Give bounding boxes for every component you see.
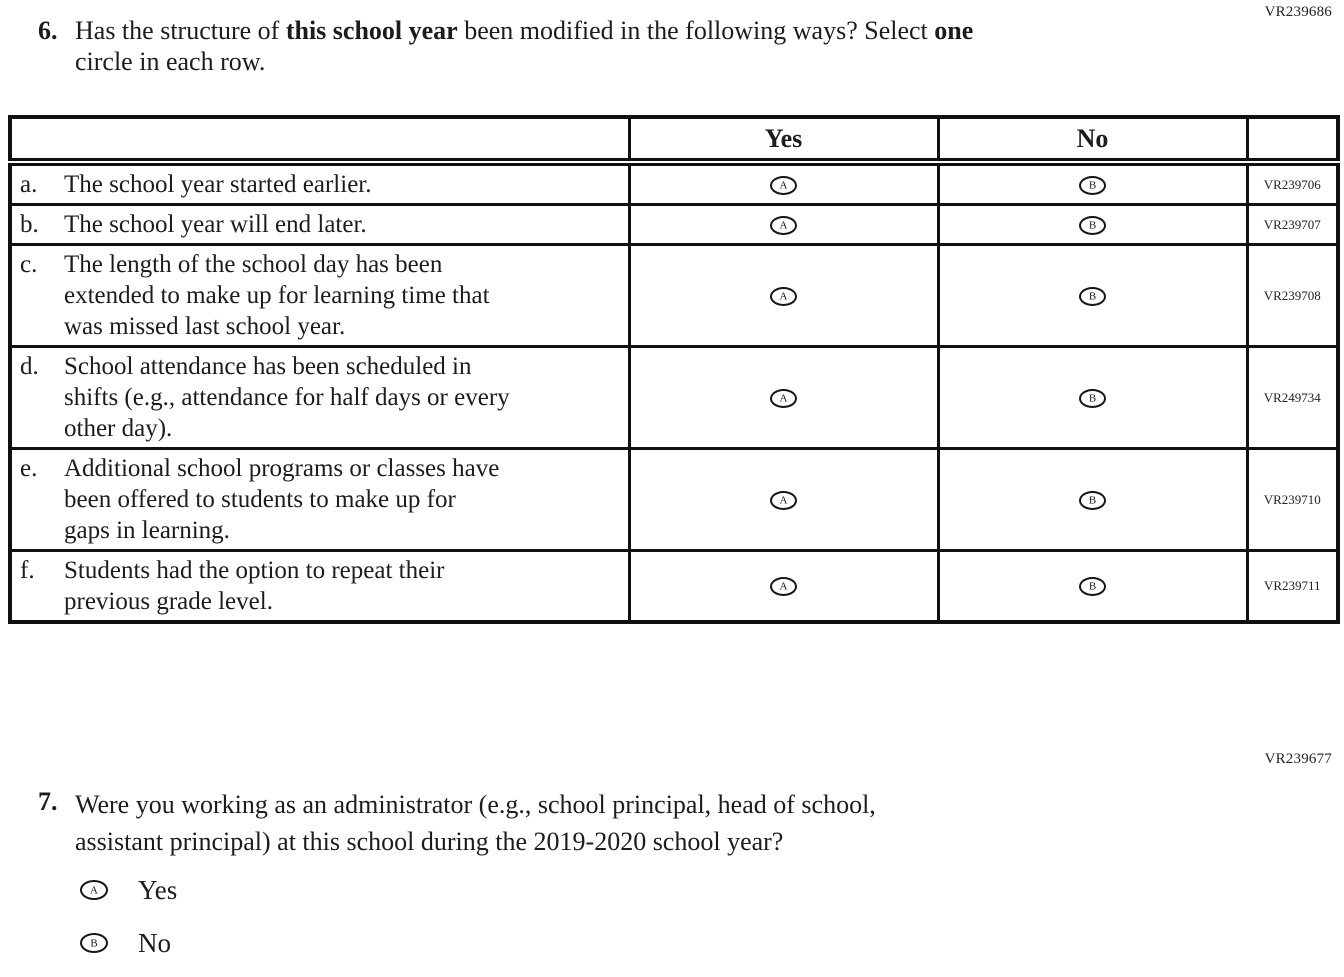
table-row: a. The school year started earlier. A B … [8,160,1340,206]
option-no[interactable]: B No [80,929,177,957]
header-code-blank [1245,115,1340,166]
table-row: f. Students had the option to repeat the… [8,549,1340,624]
bubble-letter: B [1088,290,1097,302]
bubble-letter: A [90,884,98,896]
row-statement: School attendance has been scheduled in … [64,353,510,442]
row-statement: The school year will end later. [64,211,367,238]
row-letter: c. [20,251,38,278]
row-vr-code: VR239708 [1245,243,1340,348]
row-vr-code: VR239706 [1245,160,1340,206]
question6-text: Has the structure of this school year be… [75,15,973,77]
answer-bubble-yes[interactable]: A [80,880,108,900]
question6-vr-code: VR239686 [1264,4,1332,20]
header-statement-blank [8,115,631,166]
bubble-letter: B [1088,179,1097,191]
table-header-row: Yes No [8,115,1340,166]
answer-bubble-no[interactable]: B [1079,490,1106,510]
answer-bubble-no[interactable]: B [1079,286,1106,306]
bubble-letter: B [1088,219,1097,231]
table-row: b. The school year will end later. A B V… [8,203,1340,246]
answer-bubble-no[interactable]: B [1079,388,1106,408]
option-label: Yes [138,875,178,905]
answer-bubble-yes[interactable]: A [770,286,797,306]
question6-text-mid: been modified in the following ways? Sel… [457,16,935,45]
row-vr-code: VR239711 [1245,549,1340,624]
question7-options: A Yes B No [80,876,177,977]
answer-bubble-no[interactable]: B [1079,577,1106,596]
question6-text-pre: Has the structure of [75,16,286,45]
question6-text-bold2: one [934,16,974,45]
bubble-letter: A [779,290,788,302]
answer-bubble-yes[interactable]: A [770,175,797,195]
question6-number: 6. [38,16,58,45]
row-vr-code: VR239710 [1245,447,1340,552]
bubble-letter: B [1088,494,1097,506]
bubble-letter: A [779,580,788,593]
question7-text: Were you working as an administrator (e.… [75,790,876,856]
option-label: No [138,928,171,958]
column-header-yes: Yes [627,115,940,166]
row-statement: Additional school programs or classes ha… [64,455,500,544]
question7-vr-code: VR239677 [1264,751,1332,767]
table-row: d. School attendance has been scheduled … [8,345,1340,450]
row-letter: e. [20,455,38,482]
row-letter: f. [20,557,35,584]
bubble-letter: A [779,179,788,191]
question7: 7. Were you working as an administrator … [38,786,876,860]
bubble-letter: A [779,494,788,506]
bubble-letter: B [90,937,98,949]
bubble-letter: B [1088,580,1097,593]
bubble-letter: A [779,392,788,404]
bubble-letter: B [1088,392,1097,404]
question6-text-bold1: this school year [285,16,458,45]
answer-bubble-no[interactable]: B [1079,175,1106,195]
table-row: e. Additional school programs or classes… [8,447,1340,552]
answer-bubble-yes[interactable]: A [770,388,797,408]
question6-text-line2: circle in each row. [75,47,266,76]
row-letter: a. [20,171,38,198]
question6: 6. Has the structure of this school year… [38,15,973,77]
table-row: c. The length of the school day has been… [8,243,1340,348]
row-statement: The length of the school day has been ex… [64,251,490,340]
column-header-no: No [936,115,1249,166]
answer-bubble-yes[interactable]: A [770,215,797,235]
answer-bubble-no[interactable]: B [1079,215,1106,235]
option-yes[interactable]: A Yes [80,876,177,904]
row-statement: The school year started earlier. [64,171,372,198]
row-letter: d. [20,353,39,380]
question6-response-table: Yes No a. The school year started earlie… [8,115,1340,624]
row-statement: Students had the option to repeat their … [64,557,445,615]
answer-bubble-yes[interactable]: A [770,490,797,510]
row-vr-code: VR239707 [1245,203,1340,246]
answer-bubble-no[interactable]: B [80,933,108,953]
row-vr-code: VR249734 [1245,345,1340,450]
answer-bubble-yes[interactable]: A [770,577,797,596]
row-letter: b. [20,211,39,238]
question7-number: 7. [38,787,58,816]
bubble-letter: A [779,219,788,231]
